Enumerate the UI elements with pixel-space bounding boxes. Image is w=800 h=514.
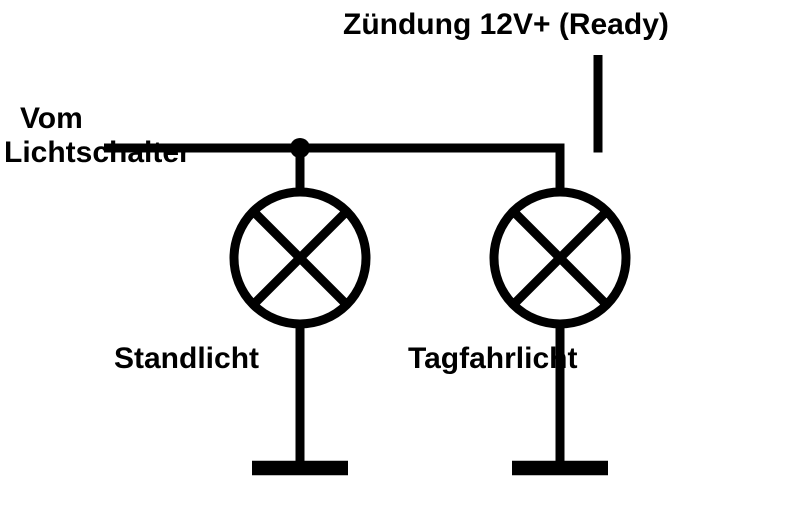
label-from-switch-line2: Lichtschalter [4, 136, 191, 169]
circuit-diagram: Zündung 12V+ (Ready) Vom Lichtschalter S… [0, 0, 800, 514]
ground-left [252, 324, 348, 468]
label-lamp-right: Tagfahrlicht [408, 342, 577, 375]
lamp-left [234, 192, 366, 324]
label-ignition: Zündung 12V+ (Ready) [343, 8, 669, 41]
label-from-switch-line1: Vom [20, 102, 83, 135]
label-lamp-left: Standlicht [114, 342, 259, 375]
lamp-right [494, 192, 626, 324]
